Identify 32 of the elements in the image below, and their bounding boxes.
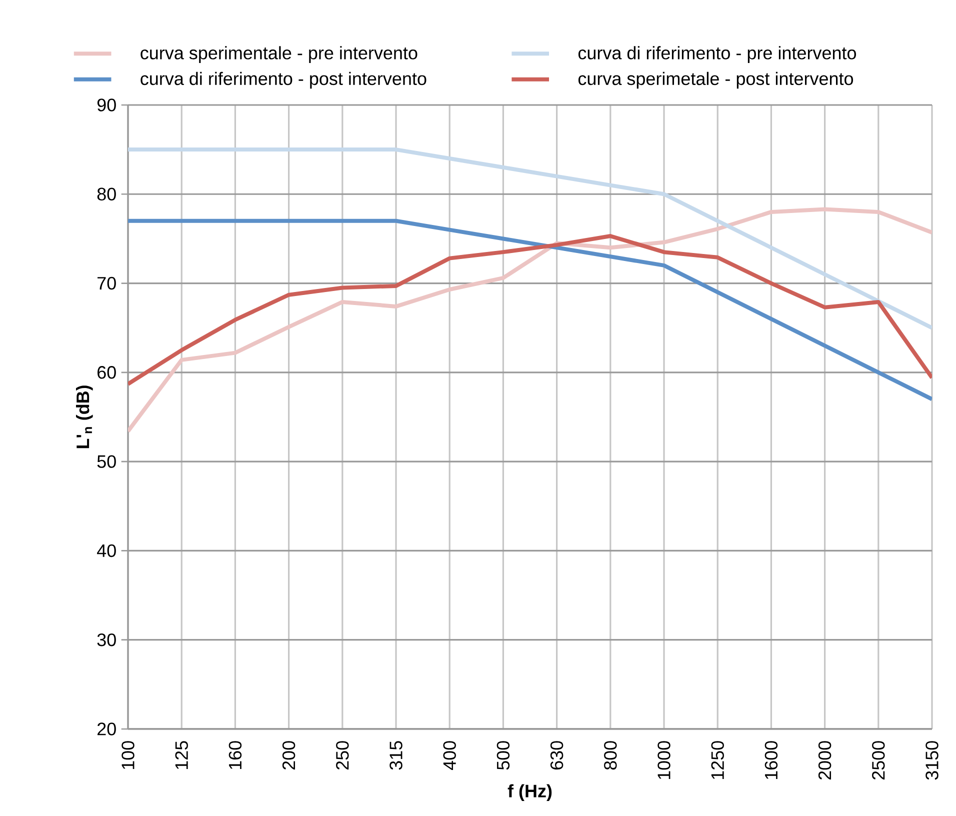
legend-label: curva di riferimento - pre intervento xyxy=(578,46,856,63)
x-tick-label: 400 xyxy=(443,741,456,770)
x-tick-label: 1000 xyxy=(658,741,670,780)
y-tick-label: 40 xyxy=(97,544,116,558)
line-series xyxy=(128,234,932,386)
y-axis-title: L'$_{n}$ (dB) xyxy=(76,386,93,448)
y-tick-label: 70 xyxy=(98,276,116,290)
x-tick-label: 100 xyxy=(122,741,134,770)
y-tick-label: 80 xyxy=(97,188,116,200)
x-tick-label: 1600 xyxy=(764,741,778,780)
y-tick-label: 20 xyxy=(98,722,116,736)
legend-label: curva sperimentale - pre intervento xyxy=(140,46,418,63)
x-tick-label: 1250 xyxy=(711,741,724,780)
legend-label: curva sperimetale - post intervento xyxy=(578,72,854,89)
y-tick-label: 30 xyxy=(97,633,116,646)
x-axis-title: f (Hz) xyxy=(508,784,552,802)
x-tick-label: 2500 xyxy=(872,741,885,780)
x-tick-label: 250 xyxy=(336,741,349,770)
y-tick-label: 90 xyxy=(97,98,116,112)
x-tick-label: 160 xyxy=(228,741,242,770)
x-tick-label: 500 xyxy=(496,741,510,770)
x-tick-label: 800 xyxy=(604,741,617,770)
legend-label: curva di riferimento - post intervento xyxy=(140,72,426,89)
x-tick-label: 630 xyxy=(550,741,564,770)
y-tick-label: 60 xyxy=(98,366,116,379)
x-tick-label: 125 xyxy=(175,741,188,770)
y-tick-label: 50 xyxy=(97,455,116,468)
x-tick-label: 2000 xyxy=(818,741,832,780)
x-tick-label: 200 xyxy=(282,741,296,770)
x-tick-label: 315 xyxy=(390,741,402,770)
line-series xyxy=(128,207,932,434)
x-tick-label: 3150 xyxy=(926,741,938,780)
